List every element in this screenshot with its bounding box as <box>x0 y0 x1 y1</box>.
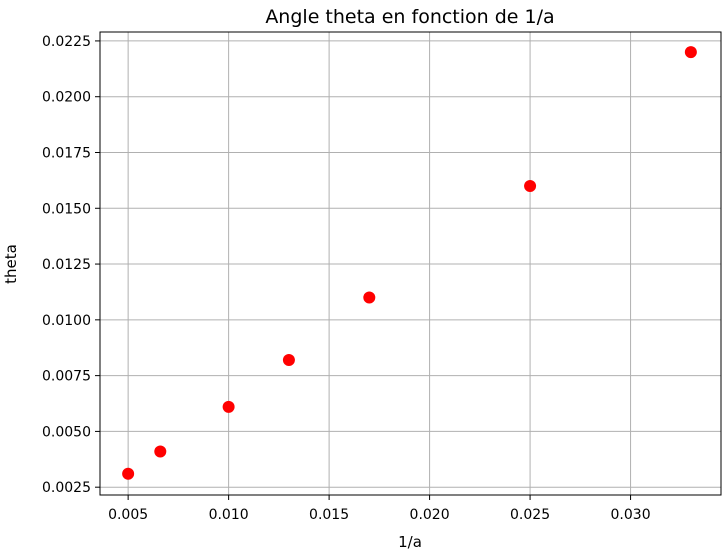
data-point <box>282 354 295 367</box>
x-tick-label: 0.020 <box>410 507 450 523</box>
y-tick-label: 0.0225 <box>42 34 91 50</box>
y-tick-label: 0.0200 <box>42 90 91 106</box>
data-point <box>684 46 697 59</box>
y-axis: 0.0025 0.0050 0.0075 0.0100 0.0125 0.0150 0.01… <box>42 34 100 496</box>
y-tick-label: 0.0050 <box>42 424 91 440</box>
x-tick-label: 0.030 <box>611 507 651 523</box>
data-point <box>363 291 376 304</box>
data-point <box>122 467 135 480</box>
data-point <box>154 445 167 458</box>
x-tick-label: 0.025 <box>510 507 550 523</box>
y-tick-label: 0.0125 <box>42 257 91 273</box>
data-point <box>524 179 537 192</box>
x-axis: 0.005 0.010 0.015 0.020 0.025 0.030 <box>108 495 651 523</box>
y-tick-label: 0.0075 <box>42 369 91 385</box>
data-point <box>222 400 235 413</box>
x-tick-label: 0.015 <box>309 507 349 523</box>
x-tick-label: 0.010 <box>209 507 249 523</box>
x-tick-label: 0.005 <box>108 507 148 523</box>
y-tick-label: 0.0150 <box>42 201 91 217</box>
y-tick-label: 0.0025 <box>42 480 91 496</box>
plot-frame <box>99 31 722 496</box>
chart-title: Angle theta en fonction de 1/a <box>265 6 554 28</box>
grid <box>100 32 721 495</box>
x-axis-label: 1/a <box>398 533 422 551</box>
y-tick-label: 0.0100 <box>42 313 91 329</box>
data-points <box>122 46 697 480</box>
y-tick-label: 0.0175 <box>42 145 91 161</box>
y-axis-label: theta <box>2 244 20 284</box>
